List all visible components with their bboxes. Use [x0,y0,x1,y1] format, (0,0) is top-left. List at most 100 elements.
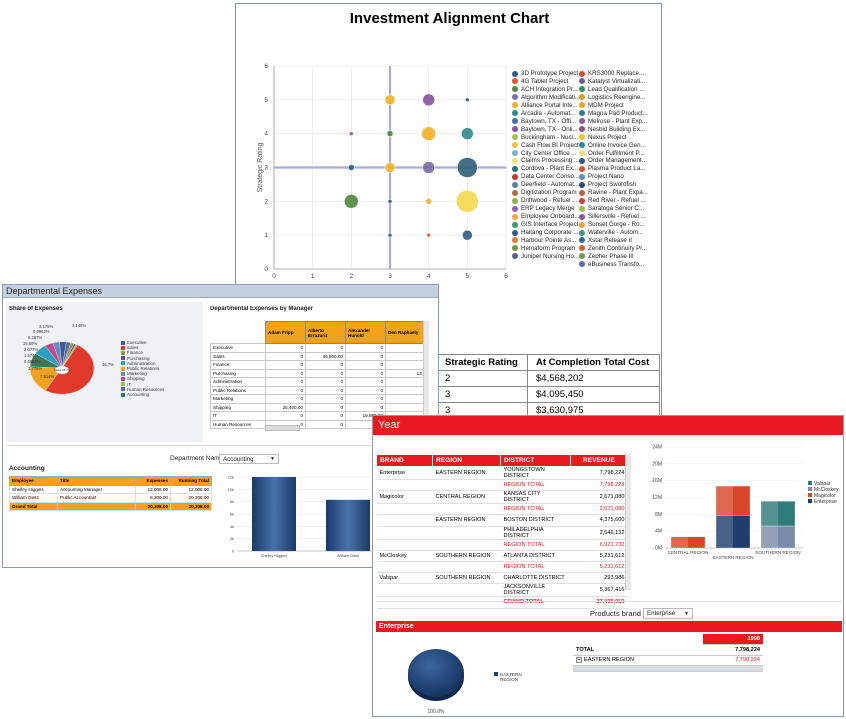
legend-item[interactable]: Zenith Continuity Pr... [579,245,647,252]
legend-item[interactable]: Baytown, TX - Offi... [512,118,576,125]
bubble-point[interactable] [461,127,474,140]
legend-item[interactable]: 3D Prototype Project [512,70,578,77]
legend-item[interactable]: Digitization Program [512,189,577,196]
legend-item[interactable]: Katalyst Virtualizati... [579,78,645,85]
legend-item[interactable]: Claims Processing ... [512,157,579,164]
col-header[interactable]: BRAND [376,454,433,467]
legend-item[interactable]: Red River - Refuel ... [579,197,646,204]
pie-legend-item[interactable]: Sales [121,345,138,350]
col-header[interactable]: Adam Fripp [265,321,306,344]
legend-item[interactable]: Cordova - Plant Ex... [512,165,578,172]
legend-item[interactable]: Sillersville - Refuel ... [579,213,646,220]
bubble-point[interactable] [457,157,478,178]
legend-item[interactable]: Buckingham - Nucl... [512,134,578,141]
legend-item[interactable]: Employee Onboard... [512,213,579,220]
bubble-point[interactable] [384,94,396,106]
legend-item[interactable]: Sunset Gorge - Ro... [579,221,645,228]
bubble-point[interactable] [425,198,432,205]
pie-slice[interactable] [408,649,464,697]
legend-item[interactable]: eBusiness Transfo... [579,261,644,268]
bubble-point[interactable] [384,162,396,173]
legend-item[interactable]: 4G Tablet Project [512,78,568,85]
bubble-point[interactable] [421,126,436,141]
col-header[interactable]: Alberto Errazuriz [305,321,346,344]
legend-item[interactable]: Harbour Pointe As... [512,237,576,244]
legend-item[interactable]: Order Management... [579,157,647,164]
legend-item[interactable]: Logistics Reengine... [579,94,645,101]
stacked-bar-segment[interactable] [760,501,796,527]
legend-item[interactable]: Haitang Corporate ... [512,229,578,236]
legend-item[interactable]: Xstar Release II [579,237,632,244]
legend-item[interactable]: Nesbid Building Ex... [579,126,645,133]
pie-slice[interactable] [61,344,78,369]
legend-item[interactable]: City Center Office ... [512,150,577,157]
bubble-point[interactable] [422,161,435,174]
legend-item[interactable]: Arcadia - Automat... [512,110,575,117]
legend-item[interactable]: Online Invoice Gen... [579,142,646,149]
stacked-bar-segment[interactable] [670,536,706,549]
legend-item[interactable]: Alliance Portal Inte... [512,102,578,109]
mgr-vertical-scrollbar[interactable] [423,321,429,433]
legend-item[interactable]: Lead Qualification ... [579,86,644,93]
pie-legend-item[interactable]: Shipping [121,376,145,381]
products-brand-dropdown[interactable]: Enterprise ▼ [643,608,693,619]
legend-item[interactable]: Project Swordfish [579,181,636,188]
legend-item[interactable]: Magna Pad Product... [579,110,648,117]
col-header[interactable]: DISTRICT [500,454,571,467]
legend-item[interactable]: Baytown, TX - Onli... [512,126,578,133]
pie-legend-item[interactable]: Accounting [121,392,149,397]
legend-item[interactable]: Driftwood - Refuel ... [512,197,577,204]
pie-legend-item[interactable]: Administration [121,361,156,366]
legend-item[interactable]: Order Fulfillment P... [579,150,644,157]
pie-slice[interactable] [45,344,95,395]
col-header[interactable]: Expenses [135,476,171,486]
pie-legend-item[interactable]: Purchasing [121,356,150,361]
mgr-horizontal-scrollbar[interactable] [265,425,300,431]
legend-item[interactable]: Deerfield - Automat... [512,181,579,188]
col-header[interactable]: Alexander Hunold [345,321,386,344]
legend-item[interactable]: Plasma Product La... [579,165,645,172]
legend-item[interactable]: Zepher Phase III [579,253,634,260]
legend-item[interactable]: KRS3000 Replace... [579,70,644,77]
bubble-point[interactable] [348,164,355,171]
bar[interactable] [252,476,296,551]
bar[interactable] [326,499,370,551]
legend-item[interactable]: Data Center Conso... [512,173,579,180]
bubble-point[interactable] [426,232,431,238]
bubble-point[interactable] [386,130,394,137]
bubble-point[interactable] [462,229,473,241]
pie-legend-item[interactable]: Finance [121,350,143,355]
revenue-vertical-scrollbar[interactable] [625,454,631,590]
legend-item[interactable]: Cash Flow BI Project [512,142,579,149]
stacked-bar-segment[interactable] [715,515,751,549]
bubble-point[interactable] [465,97,470,103]
department-dropdown[interactable]: Accounting ▼ [219,454,279,464]
legend-item[interactable]: Melrose - Plant Exp... [579,118,647,125]
pie-legend-item[interactable]: IT [121,382,131,387]
legend-item[interactable]: Nexus Project [579,134,627,141]
year-column-header[interactable]: 1998 [703,634,763,645]
pie-legend-item[interactable]: Executive [121,340,147,345]
legend-item[interactable]: MDM Project [579,102,624,109]
pie-legend-item[interactable]: Public Relations [121,366,159,371]
bubble-point[interactable] [387,232,393,238]
legend-item[interactable]: Algorithm Modificati... [512,94,580,101]
bubble-point[interactable] [387,199,393,204]
legend-item[interactable]: Waterville - Autom... [579,229,643,236]
legend-item[interactable]: ERP Legacy Merge [512,205,575,212]
col-header[interactable]: Title [57,476,136,486]
bubble-point[interactable] [456,190,479,213]
legend-item[interactable]: ACH Integration Pr... [512,86,578,93]
col-header[interactable]: Den Raphaely [385,321,426,344]
col-header[interactable]: REVENUE [570,454,628,467]
legend-item[interactable]: Project Nano [579,173,624,180]
pie-legend-item[interactable]: Human Resources [121,387,164,392]
legend-item[interactable]: Ravine - Plant Expa... [579,189,648,196]
col-header[interactable]: Running Total [170,476,212,486]
bubble-point[interactable] [344,194,359,209]
legend-item[interactable]: Juniper Nursing Ho... [512,253,579,260]
pie-legend-item[interactable]: Marketing [121,371,147,376]
bubble-point[interactable] [349,131,354,136]
legend-item[interactable]: GIS Interface Project [512,221,578,228]
col-header[interactable]: REGION [432,454,501,467]
